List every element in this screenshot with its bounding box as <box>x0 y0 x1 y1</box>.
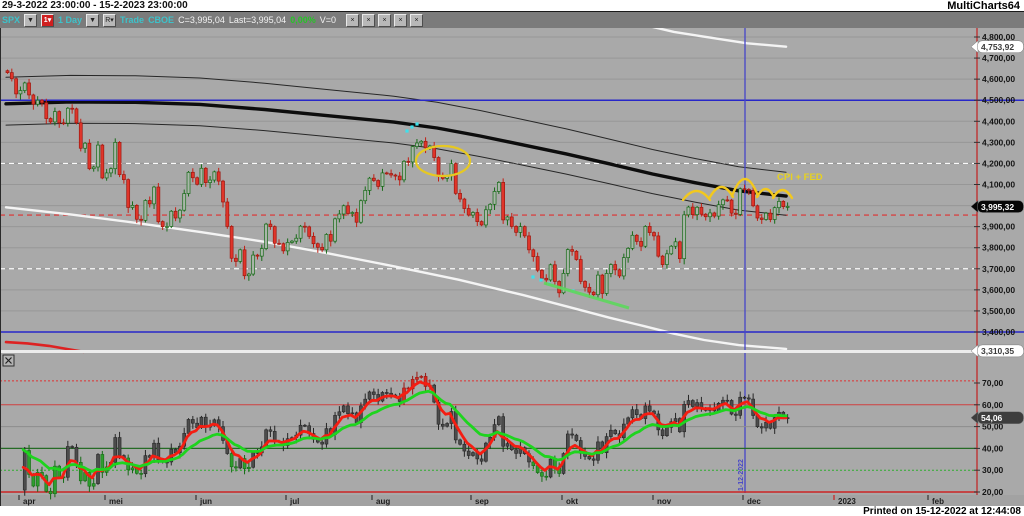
session-vline: 1-12-2022 <box>738 28 746 493</box>
interval-red-button[interactable]: 1▾ <box>41 13 55 27</box>
svg-text:4,500,00: 4,500,00 <box>982 95 1015 105</box>
panel-separator <box>0 350 1024 353</box>
annotations: CPI + FED <box>405 122 823 310</box>
dashed-level-lines <box>0 162 977 270</box>
svg-text:20,00: 20,00 <box>982 487 1004 497</box>
svg-text:4,400,00: 4,400,00 <box>982 116 1015 126</box>
change-value-label: 0,00% <box>290 15 316 25</box>
app-title: MultiCharts64 <box>947 0 1020 12</box>
subchart-close-button[interactable] <box>2 354 15 367</box>
candles <box>5 68 790 299</box>
svg-text:40,00: 40,00 <box>982 443 1004 453</box>
last-value-label: Last=3,995,04 <box>228 15 287 25</box>
svg-text:4,200,00: 4,200,00 <box>982 158 1015 168</box>
svg-text:jul: jul <box>289 497 299 506</box>
svg-text:3,900,00: 3,900,00 <box>982 222 1015 232</box>
svg-text:aug: aug <box>376 497 390 506</box>
indicator-level-lines <box>0 380 977 493</box>
svg-text:nov: nov <box>657 497 672 506</box>
svg-text:dec: dec <box>747 497 761 506</box>
close-study-button-3[interactable]: × <box>377 13 391 27</box>
svg-text:2023: 2023 <box>838 497 856 506</box>
close-study-button-2[interactable]: × <box>361 13 375 27</box>
svg-text:70,00: 70,00 <box>982 378 1004 388</box>
study-close-buttons: × × × × × <box>345 13 423 27</box>
interval-dropdown-button[interactable]: ▼ <box>86 13 100 27</box>
svg-text:3,700,00: 3,700,00 <box>982 264 1015 274</box>
printed-note: Printed on 15-12-2022 at 12:44:08 <box>863 505 1021 516</box>
svg-text:3,310,35: 3,310,35 <box>981 346 1014 356</box>
svg-text:3,800,00: 3,800,00 <box>982 243 1015 253</box>
svg-text:apr: apr <box>23 497 35 506</box>
indicator-lines <box>21 380 788 487</box>
chart-background <box>0 28 1024 506</box>
close-study-button-5[interactable]: × <box>409 13 423 27</box>
svg-text:mei: mei <box>109 497 123 506</box>
svg-text:1-12-2022: 1-12-2022 <box>738 459 745 491</box>
svg-text:3,400,00: 3,400,00 <box>982 327 1015 337</box>
svg-text:jun: jun <box>199 497 212 506</box>
resolution-r-button[interactable]: R▾ <box>103 13 117 27</box>
close-value-label: C=3,995,04 <box>178 15 225 25</box>
svg-text:3,995,32: 3,995,32 <box>981 202 1014 212</box>
time-axis: apr mei jun jul aug sep okt nov dec 2023 feb <box>18 495 944 506</box>
symbol-dropdown-button[interactable]: ▼ <box>24 13 38 27</box>
svg-text:50,00: 50,00 <box>982 422 1004 432</box>
date-range-title: 29-3-2022 23:00:00 - 15-2-2023 23:00:00 <box>2 0 188 11</box>
svg-text:4,300,00: 4,300,00 <box>982 137 1015 147</box>
svg-text:4,600,00: 4,600,00 <box>982 74 1015 84</box>
svg-text:4,100,00: 4,100,00 <box>982 179 1015 189</box>
svg-text:okt: okt <box>566 497 578 506</box>
svg-text:3,500,00: 3,500,00 <box>982 306 1015 316</box>
trade-label: Trade <box>120 15 145 25</box>
svg-text:4,800,00: 4,800,00 <box>982 32 1015 42</box>
svg-text:4,753,92: 4,753,92 <box>981 42 1014 52</box>
interval-label: 1 Day <box>58 15 83 25</box>
svg-text:feb: feb <box>932 497 944 506</box>
price-axis: 4,800,00 4,700,00 4,600,00 4,500,00 4,400,00… <box>970 28 1024 497</box>
symbol-label: SPX <box>2 15 21 25</box>
volume-value-label: V=0 <box>319 15 336 25</box>
close-study-button-4[interactable]: × <box>393 13 407 27</box>
svg-text:4,700,00: 4,700,00 <box>982 53 1015 63</box>
exchange-label: CBOE <box>148 15 175 25</box>
svg-text:sep: sep <box>475 497 489 506</box>
svg-text:30,00: 30,00 <box>982 465 1004 475</box>
status-toolbar: SPX ▼ 1▾ 1 Day ▼ R▾ Trade CBOE C=3,995,0… <box>0 11 1024 28</box>
svg-text:3,600,00: 3,600,00 <box>982 285 1015 295</box>
close-study-button-1[interactable]: × <box>345 13 359 27</box>
title-bar: 29-3-2022 23:00:00 - 15-2-2023 23:00:00 … <box>0 0 1024 12</box>
svg-text:CPI + FED: CPI + FED <box>777 172 823 183</box>
blue-level-lines <box>0 99 1024 333</box>
svg-text:60,00: 60,00 <box>982 400 1004 410</box>
print-footer: Printed on 15-12-2022 at 12:44:08 <box>0 506 1024 516</box>
svg-text:54,06: 54,06 <box>981 413 1003 423</box>
